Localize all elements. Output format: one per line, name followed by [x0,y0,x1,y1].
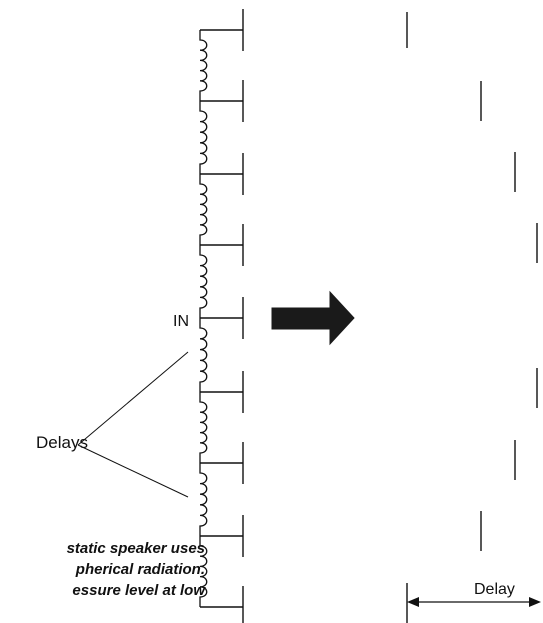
arrowhead-right-icon [529,597,541,607]
inductor-delay-chain [199,30,208,607]
inductor-coil [199,245,208,318]
figure-caption-fragment: static speaker uses pherical radiation. … [0,538,205,601]
inductor-coil [199,536,208,607]
inductor-coil [199,392,208,463]
caption-line: pherical radiation. [75,561,205,578]
delay-dimension-arrow [407,597,541,607]
inductor-coil [199,30,208,101]
propagation-arrow [271,290,355,346]
curved-wavefront-segments [406,12,538,623]
callout-line [77,444,189,498]
arrowhead-left-icon [407,597,419,607]
arrow-shape [271,290,355,346]
delays-label: Delays [36,433,88,452]
caption-line: static speaker uses [66,540,205,557]
input-label: IN [173,313,189,330]
inductor-coil [199,174,208,245]
delays-callout-lines [77,351,189,498]
speaker-segment-taps [200,9,244,623]
inductor-coil [199,318,208,392]
caption-line: essure level at low [72,582,205,599]
inductor-coil [199,101,208,174]
inductor-coil [199,463,208,536]
delay-label: Delay [474,581,515,598]
callout-line [77,351,189,446]
